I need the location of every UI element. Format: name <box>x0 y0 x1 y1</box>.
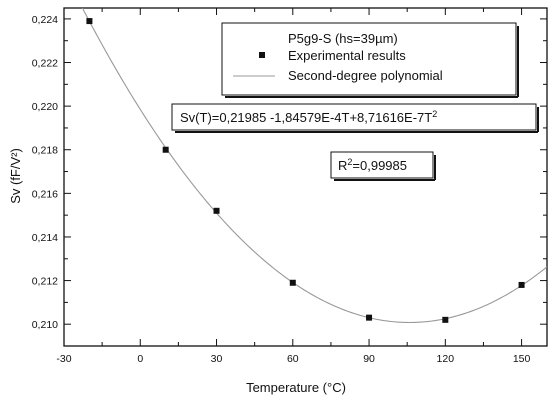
y-axis: 0,210 0,212 0,214 0,216 0,218 0,220 0,222 0,224 <box>32 14 547 347</box>
y-tick-label: 0,216 <box>32 188 58 200</box>
equation-annotation: Sv(T)=0,21985 -1,84579E-4T+8,71616E-7T2 <box>171 103 539 133</box>
x-tick-label: 30 <box>211 353 223 365</box>
x-axis: -30 0 30 60 90 120 150 <box>56 8 530 365</box>
r-squared-suffix: =0,99985 <box>352 158 407 173</box>
equation-superscript: 2 <box>432 109 437 119</box>
data-point <box>86 18 93 25</box>
fit-curve <box>81 8 547 324</box>
legend-title: P5g9-S (hs=39µm) <box>288 31 398 46</box>
r-squared-box <box>330 151 434 179</box>
legend-box <box>221 22 517 96</box>
equation-prefix: Sv(T)=0,21985 -1,84579E-4T+8,71616E-7T <box>180 110 432 125</box>
y-tick-label: 0,212 <box>32 276 58 288</box>
r-squared-annotation: R2=0,99985 <box>330 151 436 181</box>
equation-box <box>171 103 537 131</box>
points-layer <box>86 18 525 323</box>
legend: P5g9-S (hs=39µm) Experimental results Se… <box>221 22 519 98</box>
y-tick-label: 0,214 <box>32 232 58 244</box>
y-axis-title: Sv (fF/V²) <box>8 148 23 204</box>
fit-layer <box>81 8 547 324</box>
data-point <box>518 281 525 288</box>
data-point <box>442 316 449 323</box>
data-point <box>213 207 220 214</box>
x-tick-label: -30 <box>56 353 71 365</box>
r-squared-superscript: 2 <box>347 157 352 167</box>
r-squared-text: R2=0,99985 <box>338 157 407 173</box>
equation-text: Sv(T)=0,21985 -1,84579E-4T+8,71616E-7T2 <box>180 109 437 125</box>
legend-label-fit: Second-degree polynomial <box>288 68 443 83</box>
x-axis-title: Temperature (°C) <box>246 380 346 395</box>
y-tick-label: 0,222 <box>32 58 58 70</box>
x-tick-label: 120 <box>437 353 455 365</box>
x-tick-label: 60 <box>287 353 299 365</box>
data-point <box>289 279 296 286</box>
r-squared-prefix: R <box>338 158 347 173</box>
x-tick-label: 90 <box>363 353 375 365</box>
legend-label-experimental: Experimental results <box>288 48 406 63</box>
y-tick-label: 0,218 <box>32 145 58 157</box>
legend-marker-experimental <box>259 52 265 58</box>
data-point <box>366 314 373 321</box>
x-tick-label: 150 <box>513 353 531 365</box>
x-tick-label: 0 <box>137 353 143 365</box>
y-tick-label: 0,220 <box>32 101 58 113</box>
data-point <box>162 146 169 153</box>
y-tick-label: 0,224 <box>32 14 58 26</box>
y-tick-label: 0,210 <box>32 319 58 331</box>
